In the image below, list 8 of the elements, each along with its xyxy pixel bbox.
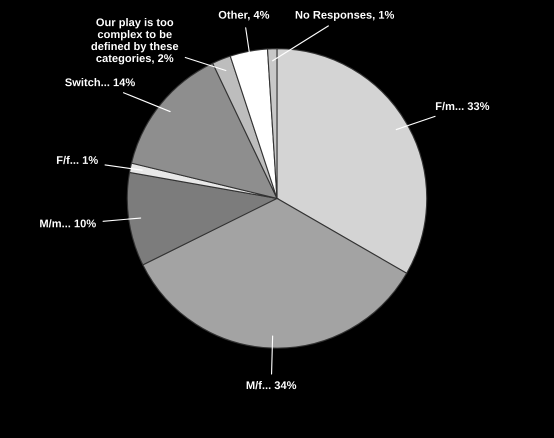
slice-label: Other, 4%: [218, 10, 270, 20]
slice-label: Our play is too complex to be defined by these categories, 2%: [91, 18, 178, 64]
slice-label: M/m... 10%: [40, 219, 96, 228]
slice-label: Switch... 14%: [65, 78, 135, 86]
slice-label: No Responses, 1%: [296, 10, 394, 21]
slice-label: F/f... 1%: [56, 156, 98, 164]
slice-label: F/m... 33%: [436, 102, 490, 110]
slice-label: M/f... 34%: [246, 380, 296, 390]
